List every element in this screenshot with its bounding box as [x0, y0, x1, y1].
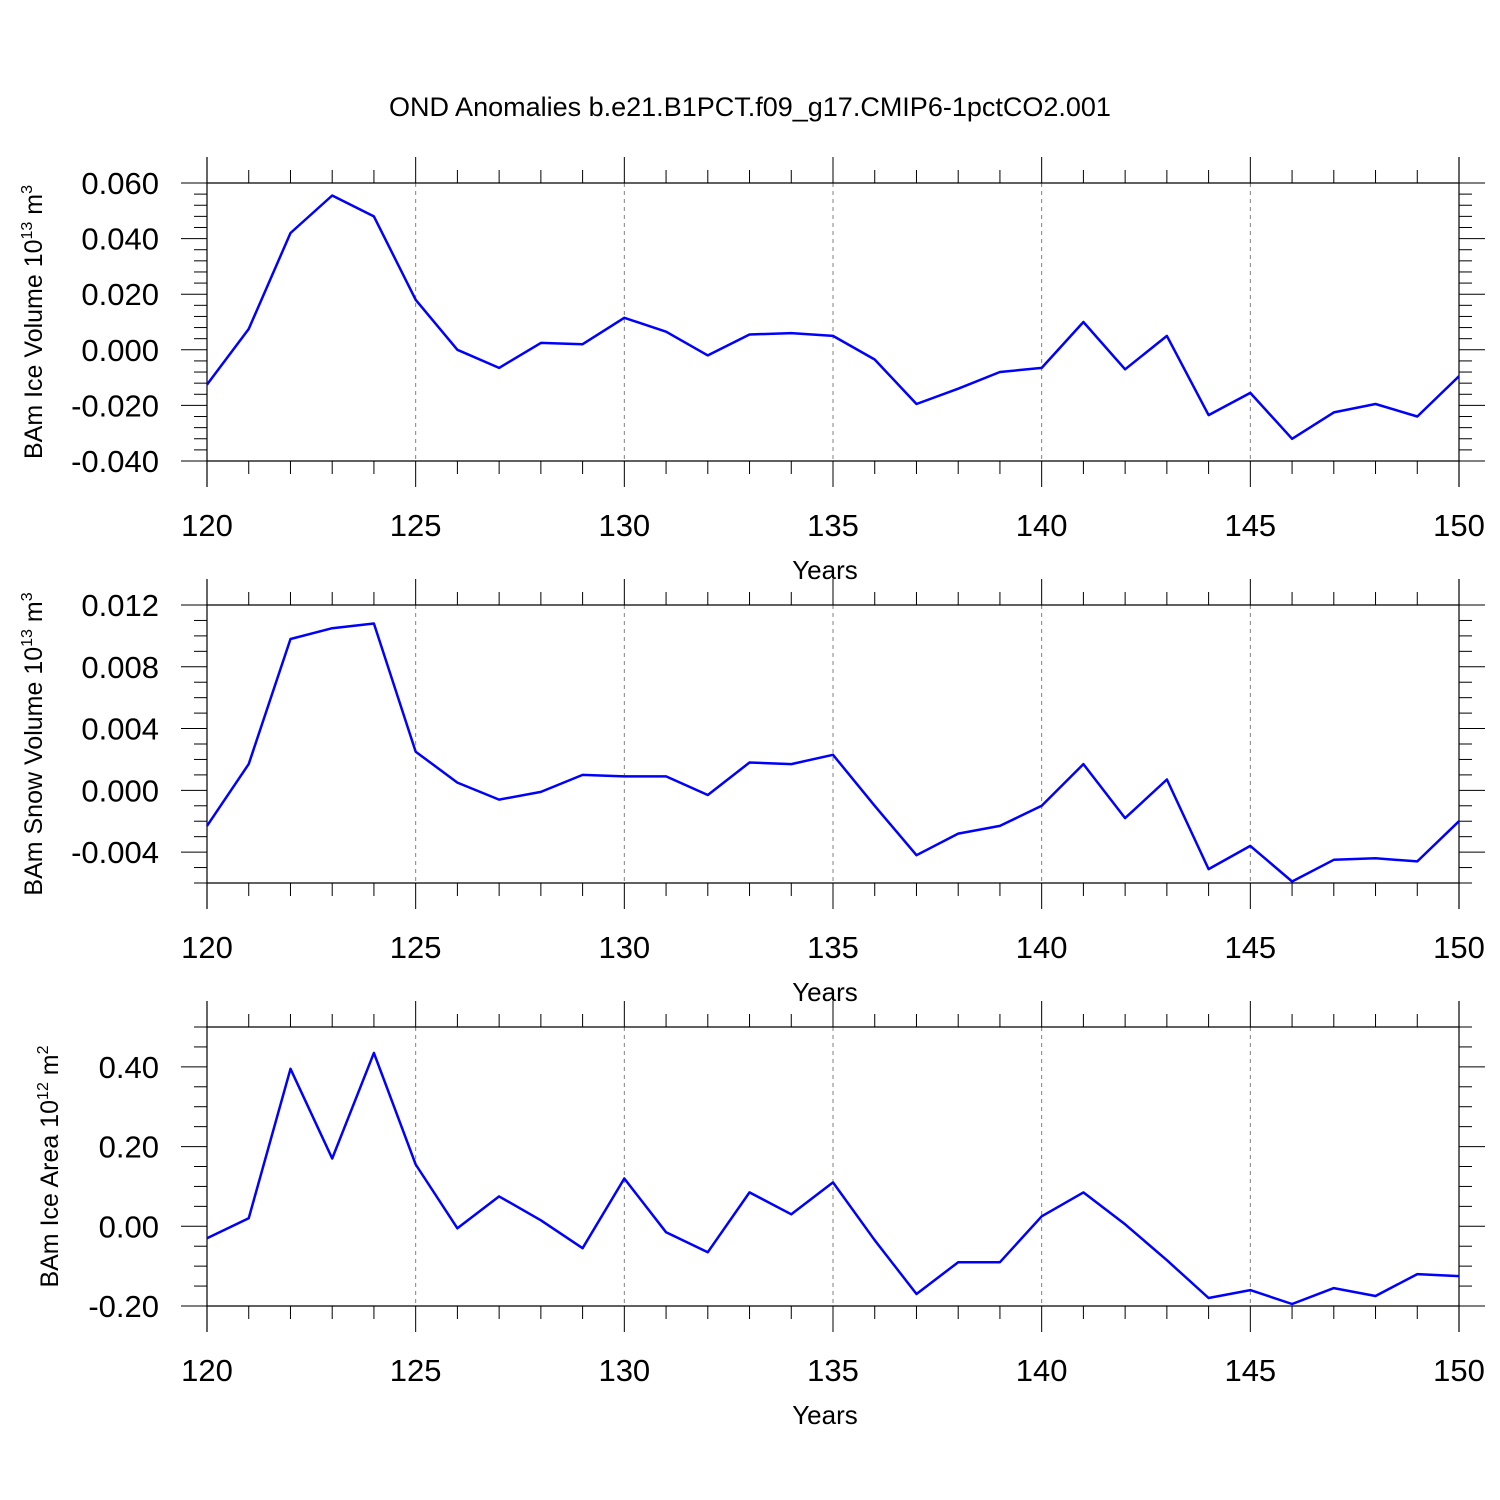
series-line-3	[206, 1051, 1460, 1306]
y-tick-label: 0.00	[99, 1209, 159, 1244]
y-tick-label: -0.20	[88, 1289, 159, 1324]
series-line-1	[205, 194, 1460, 441]
x-tick-label: 145	[1224, 508, 1276, 543]
y-tick-label: 0.40	[99, 1050, 159, 1085]
x-tick-label: 120	[181, 930, 233, 965]
x-tick-label: 135	[807, 1353, 859, 1388]
y-tick-label: 0.020	[81, 277, 159, 312]
x-tick-label: 130	[598, 930, 650, 965]
x-axis-label: Years	[792, 977, 858, 1007]
x-tick-label: 140	[1016, 508, 1068, 543]
x-tick-label: 150	[1433, 930, 1485, 965]
y-tick-label: 0.004	[81, 712, 159, 747]
y-tick-label: 0.040	[81, 222, 159, 257]
x-tick-label: 125	[390, 1353, 442, 1388]
x-tick-label: 120	[181, 1353, 233, 1388]
x-tick-label: 145	[1224, 930, 1276, 965]
x-tick-label: 140	[1016, 1353, 1068, 1388]
y-tick-label: 0.060	[81, 166, 159, 201]
y-axis-label: BAm Snow Volume 1013 m3	[19, 592, 48, 895]
y-tick-label: 0.012	[81, 588, 159, 623]
y-axis-label: BAm Ice Volume 1013 m3	[19, 185, 48, 459]
x-tick-label: 150	[1433, 508, 1485, 543]
panel-2: 120 125 130 135 140 145 150 Years -0.004 0.000 0.0…	[19, 579, 1485, 1007]
x-tick-label: 130	[598, 508, 650, 543]
x-tick-label: 125	[390, 508, 442, 543]
panel-3: 120 125 130 135 140 145 150 Years -0.20 0.00 0.20 0…	[35, 1001, 1485, 1430]
series-line-2	[205, 622, 1460, 883]
y-tick-label: -0.040	[71, 444, 159, 479]
x-tick-label: 135	[807, 508, 859, 543]
x-tick-label: 140	[1016, 930, 1068, 965]
y-tick-label: 0.20	[99, 1130, 159, 1165]
x-tick-label: 150	[1433, 1353, 1485, 1388]
x-axis-label: Years	[792, 555, 858, 585]
x-tick-label: 120	[181, 508, 233, 543]
x-tick-label: 125	[390, 930, 442, 965]
panel-1: 120 125 130 135 140 145 150 Years -0.040 -0.020 0.…	[19, 157, 1485, 585]
x-tick-label: 135	[807, 930, 859, 965]
x-tick-label: 130	[598, 1353, 650, 1388]
chart-title: OND Anomalies b.e21.B1PCT.f09_g17.CMIP6-…	[389, 92, 1111, 122]
x-axis-label: Years	[792, 1400, 858, 1430]
x-tick-label: 145	[1224, 1353, 1276, 1388]
y-tick-label: 0.000	[81, 333, 159, 368]
y-tick-label: -0.020	[71, 388, 159, 423]
y-axis-label: BAm Ice Area 1012 m2	[35, 1045, 64, 1287]
y-tick-label: 0.008	[81, 650, 159, 685]
y-tick-label: -0.004	[71, 835, 159, 870]
y-tick-label: 0.000	[81, 773, 159, 808]
